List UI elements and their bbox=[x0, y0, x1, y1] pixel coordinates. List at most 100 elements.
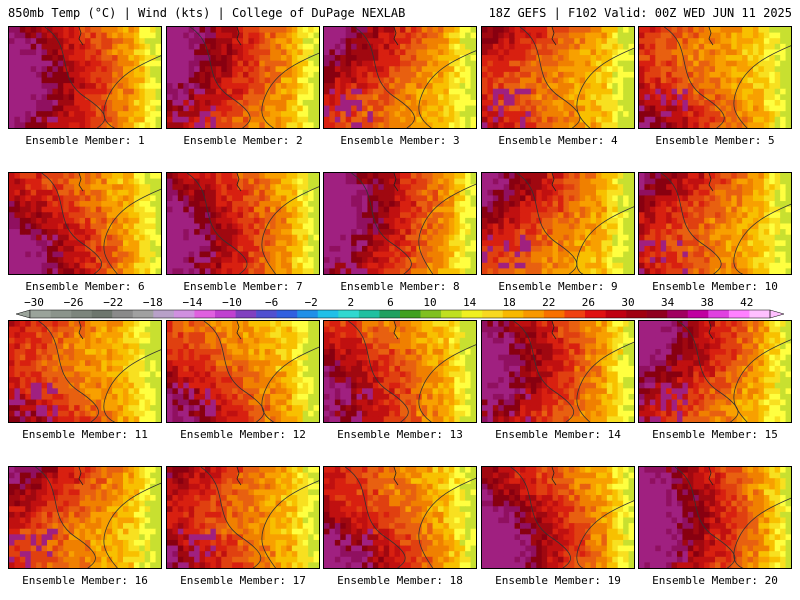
header: 850mb Temp (°C) | Wind (kts) | College o… bbox=[0, 0, 800, 24]
map-panel-16 bbox=[8, 466, 162, 569]
colorbar-tick-label: −6 bbox=[264, 296, 279, 309]
map-panel-5 bbox=[638, 26, 792, 129]
colorbar-segment bbox=[317, 310, 339, 318]
colorbar-tick-label: −26 bbox=[63, 296, 84, 309]
colorbar-segment bbox=[400, 310, 421, 318]
map-panel-17 bbox=[166, 466, 320, 569]
coastline bbox=[236, 173, 242, 192]
ensemble-member-label: Ensemble Member: 8 bbox=[340, 280, 460, 293]
contour-line bbox=[519, 27, 581, 128]
coastline bbox=[236, 467, 242, 486]
contour-line bbox=[513, 321, 575, 422]
colorbar-tick-label: 22 bbox=[542, 296, 556, 309]
map-panel-2 bbox=[166, 26, 320, 129]
temperature-field bbox=[482, 321, 634, 422]
contour-line bbox=[576, 47, 634, 128]
colorbar-segment bbox=[523, 310, 545, 318]
contour-line bbox=[664, 27, 725, 128]
contour-line bbox=[344, 467, 406, 568]
contour-line bbox=[674, 467, 736, 568]
map-panel-4 bbox=[481, 26, 635, 129]
colorbar-tick-label: −18 bbox=[142, 296, 163, 309]
contour-line bbox=[418, 477, 476, 568]
colorbar-tick-label: 18 bbox=[502, 296, 516, 309]
run-info: 18Z GEFS | F102 Valid: 00Z WED JUN 11 20… bbox=[488, 6, 792, 20]
ensemble-member-label: Ensemble Member: 14 bbox=[495, 428, 621, 441]
ensemble-member-label: Ensemble Member: 7 bbox=[183, 280, 303, 293]
colorbar-segment bbox=[358, 310, 380, 318]
contour-line bbox=[418, 183, 476, 274]
colorbar-segment bbox=[30, 310, 51, 318]
contour-line bbox=[35, 467, 96, 568]
ensemble-member-label: Ensemble Member: 4 bbox=[498, 134, 618, 147]
coastline bbox=[78, 321, 84, 340]
contour-line bbox=[516, 173, 578, 274]
coastline bbox=[78, 27, 84, 46]
contour-line bbox=[660, 173, 722, 274]
temperature-field bbox=[639, 173, 791, 274]
coastline bbox=[708, 467, 714, 486]
temperature-field bbox=[482, 173, 634, 274]
colorbar-tick-label: 38 bbox=[700, 296, 714, 309]
colorbar-segment bbox=[173, 310, 195, 318]
colorbar-segment bbox=[564, 310, 586, 318]
contour-line bbox=[203, 321, 265, 422]
contour-line bbox=[38, 321, 99, 422]
colorbar-tick-label: 34 bbox=[660, 296, 675, 309]
temperature-field bbox=[639, 467, 791, 568]
map-panel-15 bbox=[638, 320, 792, 423]
colorbar-tick-label: −2 bbox=[304, 296, 318, 309]
colorbar-segment bbox=[749, 310, 771, 318]
map-panel-7 bbox=[166, 172, 320, 275]
contour-line bbox=[576, 500, 634, 568]
contour-line bbox=[733, 45, 791, 128]
temperature-field bbox=[324, 173, 476, 274]
temperature-field bbox=[9, 27, 161, 128]
contour-line bbox=[44, 27, 106, 128]
colorbar-outline bbox=[29, 309, 771, 319]
contour-line bbox=[418, 50, 476, 128]
coastline bbox=[708, 173, 714, 192]
colorbar-segment bbox=[420, 310, 442, 318]
contour-line bbox=[418, 344, 476, 422]
colorbar-segment bbox=[235, 310, 257, 318]
colorbar-segment bbox=[667, 310, 689, 318]
contour-line bbox=[677, 321, 739, 422]
ensemble-member-label: Ensemble Member: 13 bbox=[337, 428, 463, 441]
contour-line bbox=[186, 173, 248, 274]
contour-line bbox=[348, 321, 409, 422]
contour-line bbox=[354, 27, 415, 128]
ensemble-member-label: Ensemble Member: 5 bbox=[655, 134, 775, 147]
colorbar-segment bbox=[132, 310, 154, 318]
ensemble-member-label: Ensemble Member: 9 bbox=[498, 280, 618, 293]
ensemble-member-label: Ensemble Member: 12 bbox=[180, 428, 306, 441]
ensemble-member-label: Ensemble Member: 11 bbox=[22, 428, 148, 441]
contour-line bbox=[261, 186, 319, 274]
colorbar-tick-label: −14 bbox=[182, 296, 203, 309]
colorbar-tick-label: 30 bbox=[621, 296, 635, 309]
map-panel-8 bbox=[323, 172, 477, 275]
colorbar-segment bbox=[338, 310, 360, 318]
coastline bbox=[78, 173, 84, 192]
colorbar-segment bbox=[482, 310, 504, 318]
colorbar-segment bbox=[502, 310, 524, 318]
coastline bbox=[551, 467, 557, 486]
ensemble-member-label: Ensemble Member: 3 bbox=[340, 134, 460, 147]
colorbar-tick-label: 6 bbox=[387, 296, 394, 309]
map-panel-18 bbox=[323, 466, 477, 569]
ensemble-member-label: Ensemble Member: 6 bbox=[25, 280, 145, 293]
coastline bbox=[236, 27, 242, 46]
ensemble-member-label: Ensemble Member: 19 bbox=[495, 574, 621, 587]
colorbar-tick-label: 26 bbox=[581, 296, 596, 309]
contour-line bbox=[200, 467, 262, 568]
map-panel-14 bbox=[481, 320, 635, 423]
coastline bbox=[393, 173, 399, 192]
colorbar-segment bbox=[379, 310, 401, 318]
contour-line bbox=[576, 341, 634, 422]
temperature-field bbox=[167, 173, 319, 274]
colorbar-tick-label: 14 bbox=[462, 296, 477, 309]
coastline bbox=[708, 321, 714, 340]
colorbar-segment bbox=[708, 310, 730, 318]
colorbar-segment bbox=[605, 310, 627, 318]
contour-line bbox=[733, 203, 791, 274]
